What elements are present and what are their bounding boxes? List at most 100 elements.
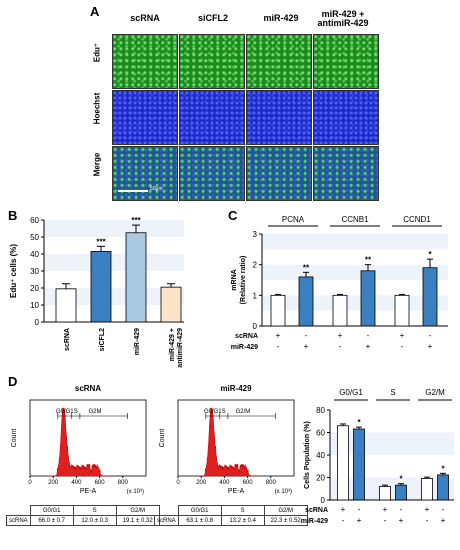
row-head-hoechst: Hoechst bbox=[92, 92, 102, 125]
table-cell: 12.0 ± 0.3 bbox=[72, 515, 117, 526]
y-tick-label: 0 bbox=[321, 496, 326, 505]
bg-band bbox=[262, 234, 448, 250]
x-tick-label: miR-429 bbox=[134, 328, 141, 355]
micrograph-edu-mir429 bbox=[246, 34, 312, 89]
significance-label: * bbox=[399, 475, 403, 484]
scale-bar bbox=[118, 190, 148, 192]
y-tick-label: 0 bbox=[35, 318, 40, 327]
y-axis-label: Cells Population (%) bbox=[304, 421, 311, 489]
y-tick-label: 20 bbox=[316, 474, 325, 483]
x-tick-label: siCFL2 bbox=[99, 328, 106, 351]
micrograph-edu-sicfl2 bbox=[179, 34, 245, 89]
significance-label: *** bbox=[131, 216, 141, 225]
bar bbox=[379, 486, 391, 501]
bar bbox=[270, 294, 286, 327]
x-tick-label: scRNA bbox=[64, 328, 71, 351]
col-head-sicfl2: siCFL2 bbox=[197, 13, 228, 23]
bar bbox=[90, 251, 112, 323]
panel-b-letter: B bbox=[8, 208, 18, 223]
x-tick-label: 600 bbox=[95, 480, 106, 486]
chart-mrna: 0 1 2 3 mRNA (Relative ratio) PCNA ** CCNB1 ** CCN… bbox=[231, 215, 448, 351]
x-tick-label: 800 bbox=[118, 480, 129, 486]
y-axis-label: Edu⁺ cells (%) bbox=[9, 244, 18, 298]
significance-label: * bbox=[428, 250, 432, 259]
bar bbox=[395, 484, 407, 501]
gate-label: G2/M bbox=[236, 409, 251, 415]
col-head-mir429: miR-429 bbox=[263, 13, 299, 23]
y-tick-label: 1 bbox=[253, 291, 258, 300]
bar bbox=[421, 478, 433, 501]
y-axis-label: mRNA bbox=[231, 269, 238, 290]
micrograph-merge-scrna bbox=[112, 146, 178, 201]
bar bbox=[125, 232, 147, 323]
x-axis-label: PE-A bbox=[228, 488, 245, 495]
y-tick-label: 0 bbox=[253, 322, 258, 331]
x-axis-unit: (x 10³) bbox=[127, 489, 144, 495]
x-tick-label: 400 bbox=[71, 480, 82, 486]
y-tick-label: 20 bbox=[30, 284, 39, 293]
condition-sign: - bbox=[426, 516, 429, 525]
scale-bar-label: 50μm bbox=[150, 186, 163, 192]
micrograph-hoechst-mir429-antimir bbox=[313, 90, 379, 145]
condition-sign: + bbox=[338, 331, 343, 340]
x-tick-label: 0 bbox=[176, 480, 180, 486]
x-axis-label: PE-A bbox=[80, 488, 97, 495]
table-corner bbox=[155, 506, 179, 516]
y-tick-label: 60 bbox=[30, 216, 39, 225]
group-label: PCNA bbox=[282, 215, 305, 224]
condition-sign: - bbox=[429, 331, 432, 340]
x-tick-label: 800 bbox=[266, 480, 277, 486]
table-cell: 66.0 ± 0.7 bbox=[29, 515, 74, 526]
condition-sign: + bbox=[428, 342, 433, 351]
y-axis-label: Count bbox=[11, 429, 18, 448]
histogram-mir429: miR-429 G0/G1 S G2/M 0 200 400 600 800 PE-A (x 10³… bbox=[159, 384, 295, 495]
panel-d-letter: D bbox=[8, 374, 18, 389]
chart-edu-cells: 0 10 20 30 40 50 60 Edu⁺ cells (%) *** *** scRNA si… bbox=[9, 216, 184, 368]
micrograph-edu-scrna bbox=[112, 34, 178, 89]
y-axis-label: Count bbox=[159, 429, 166, 448]
condition-sign: - bbox=[342, 516, 345, 525]
y-tick-label: 10 bbox=[30, 301, 39, 310]
y-tick-label: 50 bbox=[30, 233, 39, 242]
y-tick-label: 2 bbox=[253, 261, 258, 270]
condition-sign: - bbox=[277, 342, 280, 351]
table-header-row: G0/G1 S G2/M bbox=[155, 505, 308, 516]
y-tick-label: 3 bbox=[253, 230, 258, 239]
row-head-merge: Merge bbox=[92, 152, 102, 177]
table-row: scRNA 66.0 ± 0.7 12.0 ± 0.3 19.1 ± 0.32 bbox=[6, 515, 160, 526]
col-head-scrna: scRNA bbox=[130, 13, 160, 23]
bar bbox=[332, 294, 348, 327]
col-head-mir429-antimir: miR-429 + antimiR-429 bbox=[308, 10, 378, 28]
table-row-label: scRNA bbox=[6, 515, 31, 526]
histogram-scrna: scRNA G0/G1 S G2M 0 200 400 600 800 PE-A (x 10³) Co… bbox=[11, 384, 147, 495]
y-tick-label: 80 bbox=[316, 406, 325, 415]
table-cell: 13.2 ± 0.4 bbox=[220, 515, 265, 526]
micrograph-hoechst-scrna bbox=[112, 90, 178, 145]
condition-sign: + bbox=[366, 342, 371, 351]
table-mir429: G0/G1 S G2/M scRNA 63.1 ± 0.8 13.2 ± 0.4 22.3 … bbox=[154, 505, 308, 526]
condition-sign: - bbox=[400, 505, 403, 514]
x-tick-label: 0 bbox=[28, 480, 32, 486]
condition-sign: + bbox=[383, 505, 388, 514]
histogram-frame bbox=[177, 399, 295, 477]
table-scrna: G0/G1 S G2/M scRNA 66.0 ± 0.7 12.0 ± 0.3 19.1 … bbox=[6, 505, 160, 526]
table-cell: 19.1 ± 0.32 bbox=[115, 515, 160, 526]
histogram-title: miR-429 bbox=[220, 384, 252, 393]
col-head-line2: antimiR-429 bbox=[317, 18, 369, 28]
gate-label: G0/G1 bbox=[56, 409, 74, 415]
panel-a-letter: A bbox=[90, 4, 100, 19]
condition-sign: - bbox=[442, 505, 445, 514]
y-tick-label: 40 bbox=[30, 250, 39, 259]
condition-sign: + bbox=[400, 331, 405, 340]
table-header-row: G0/G1 S G2/M bbox=[7, 505, 160, 516]
y-tick-label: 60 bbox=[316, 429, 325, 438]
histogram-area bbox=[196, 407, 260, 477]
group-label: CCND1 bbox=[403, 215, 431, 224]
x-tick-label: 600 bbox=[243, 480, 254, 486]
micrograph-grid bbox=[112, 34, 380, 202]
significance-label: * bbox=[441, 464, 445, 473]
micrograph-merge-mir429-antimir bbox=[313, 146, 379, 201]
histogram-frame bbox=[29, 399, 147, 477]
panel-c-letter: C bbox=[228, 208, 238, 223]
table-header-cell: G0/G1 bbox=[177, 505, 222, 516]
